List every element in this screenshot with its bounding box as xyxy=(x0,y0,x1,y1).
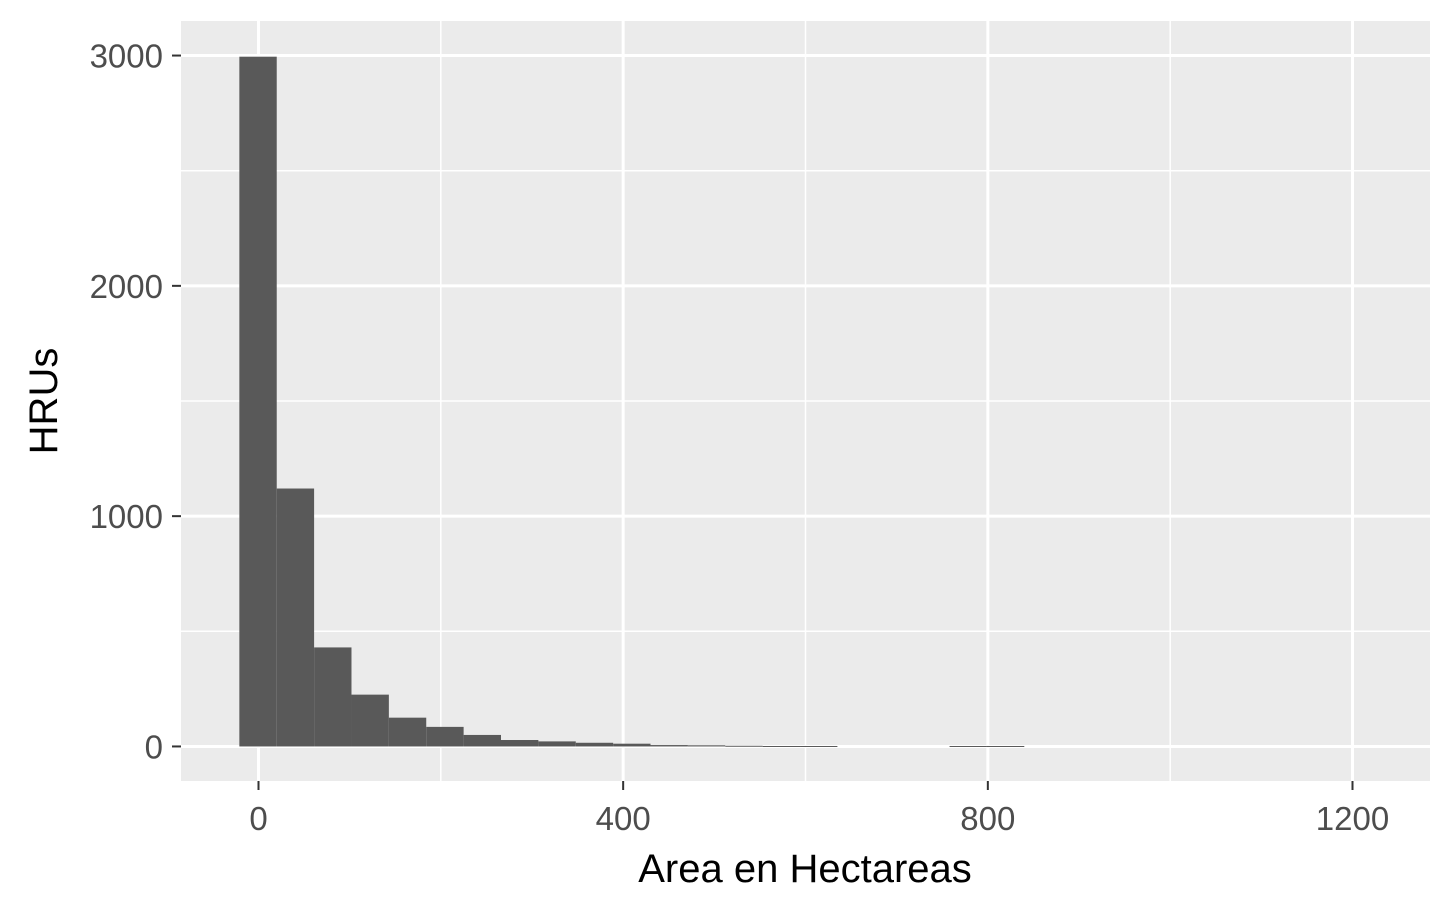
histogram-bar xyxy=(762,745,801,747)
y-tick-label: 1000 xyxy=(90,498,163,535)
histogram-bar xyxy=(687,745,726,747)
histogram-bar xyxy=(538,741,576,747)
histogram-bar xyxy=(575,742,614,747)
y-axis: 0 1000 2000 3000 xyxy=(90,38,181,765)
histogram-bar xyxy=(986,745,1025,747)
x-tick-label: 0 xyxy=(249,800,267,837)
histogram-bar xyxy=(613,743,651,747)
histogram-bar xyxy=(463,734,501,747)
y-tick-label: 3000 xyxy=(90,38,163,75)
histogram-bar xyxy=(426,726,464,747)
histogram-bar xyxy=(800,745,838,747)
histogram-bar xyxy=(500,740,539,747)
histogram-bar xyxy=(239,56,277,747)
x-tick-label: 400 xyxy=(596,800,651,837)
y-axis-title: HRUs xyxy=(22,348,66,455)
histogram-bar xyxy=(650,745,688,747)
x-axis: 0 400 800 1200 xyxy=(249,781,1389,837)
histogram-bar xyxy=(949,745,987,747)
x-axis-title: Area en Hectareas xyxy=(638,847,972,891)
histogram-bar xyxy=(351,694,389,747)
histogram-bars xyxy=(239,56,1025,747)
x-tick-label: 1200 xyxy=(1316,800,1389,837)
minor-gridlines xyxy=(181,21,1430,781)
histogram-bar xyxy=(725,745,763,747)
x-tick-label: 800 xyxy=(960,800,1015,837)
y-tick-label: 0 xyxy=(145,728,163,765)
histogram-bar xyxy=(388,717,427,747)
histogram-bar xyxy=(276,488,315,747)
y-tick-label: 2000 xyxy=(90,268,163,305)
histogram-bar xyxy=(314,647,352,747)
